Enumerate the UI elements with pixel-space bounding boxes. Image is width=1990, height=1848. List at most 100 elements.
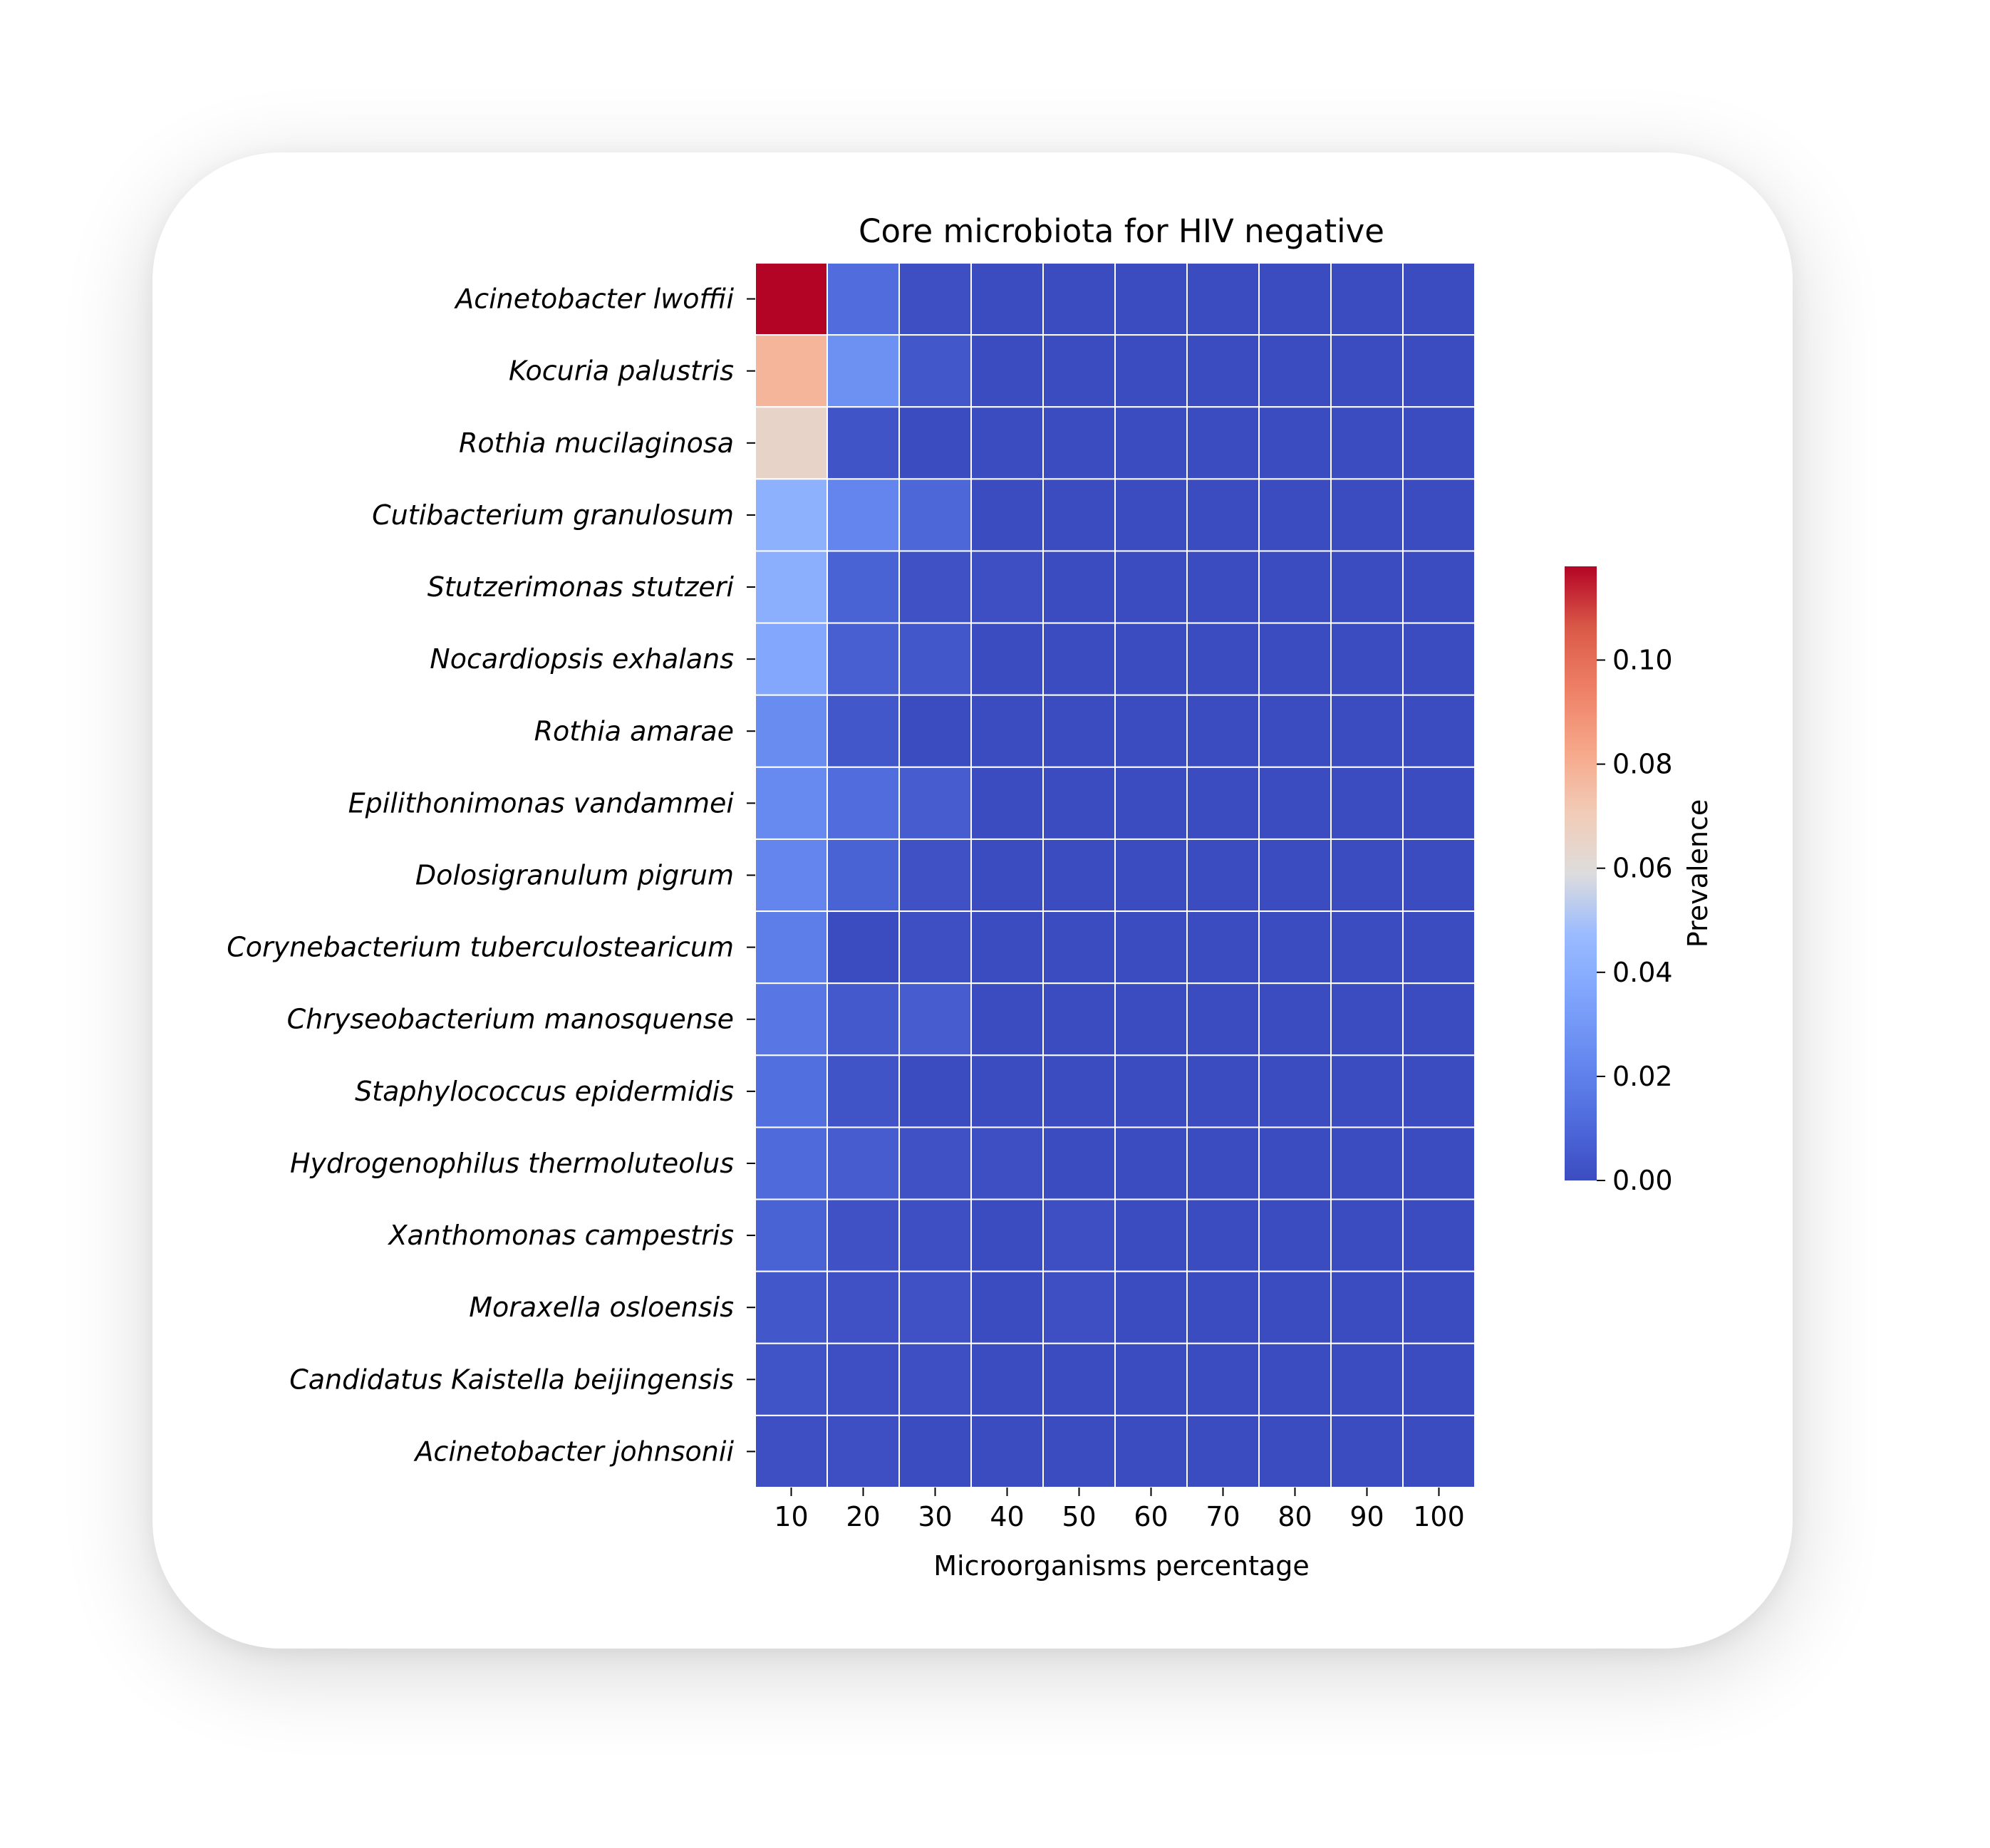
heatmap-cell — [1114, 550, 1188, 624]
x-tick-label: 100 — [1413, 1501, 1465, 1532]
colorbar-label: Prevalence — [1682, 799, 1714, 948]
heatmap-cell — [1042, 1198, 1116, 1272]
heatmap-cell — [1330, 838, 1404, 913]
y-tick-label: Xanthomonas campestris — [387, 1220, 734, 1251]
colorbar-tick-label: 0.04 — [1612, 957, 1673, 988]
heatmap-cell — [1402, 1342, 1476, 1416]
heatmap-cell — [1186, 622, 1260, 696]
heatmap-cell — [826, 1198, 900, 1272]
heatmap-cell — [1258, 406, 1332, 480]
heatmap-cell — [755, 1414, 828, 1488]
x-tick-label: 60 — [1134, 1501, 1168, 1532]
heatmap-cell — [970, 1414, 1044, 1488]
y-tick-label: Moraxella osloensis — [469, 1292, 734, 1323]
heatmap-cell — [1258, 1270, 1332, 1344]
heatmap-cell — [1330, 622, 1404, 696]
heatmap-cell — [1402, 838, 1476, 913]
heatmap-cell — [1114, 478, 1188, 552]
heatmap-cell — [1042, 1054, 1116, 1128]
heatmap-cell — [1330, 550, 1404, 624]
y-tick-label: Dolosigranulum pigrum — [415, 860, 734, 891]
colorbar-tick-label: 0.02 — [1612, 1061, 1673, 1092]
y-tick-label: Hydrogenophilus thermoluteolus — [290, 1148, 734, 1179]
heatmap-cell — [1042, 478, 1116, 552]
heatmap-cell — [1186, 694, 1260, 768]
colorbar-tick-label: 0.00 — [1612, 1165, 1673, 1196]
heatmap-cell — [1042, 622, 1116, 696]
heatmap-cell — [970, 1270, 1044, 1344]
heatmap-cell — [826, 1270, 900, 1344]
colorbar: 0.00 0.02 0.04 0.06 0.08 0.10 Prevalence — [1565, 566, 1714, 1196]
heatmap-cell — [1114, 1270, 1188, 1344]
heatmap-cell — [1186, 1270, 1260, 1344]
heatmap-cells — [755, 262, 1476, 1488]
heatmap-cell — [1258, 1414, 1332, 1488]
heatmap-cell — [1330, 1270, 1404, 1344]
y-tick-label: Rothia amarae — [534, 715, 734, 747]
heatmap-cell — [1258, 1054, 1332, 1128]
heatmap-cell — [970, 910, 1044, 985]
heatmap-cell — [826, 406, 900, 480]
heatmap-cell — [826, 550, 900, 624]
heatmap-cell — [1258, 694, 1332, 768]
y-axis-labels: Acinetobacter lwoffii Kocuria palustris Ro… — [227, 284, 755, 1467]
heatmap-cell — [1114, 766, 1188, 840]
heatmap-cell — [1042, 550, 1116, 624]
heatmap-cell — [1114, 1414, 1188, 1488]
heatmap-cell — [1330, 766, 1404, 840]
heatmap-cell — [1186, 1126, 1260, 1200]
y-tick-label: Stutzerimonas stutzeri — [427, 571, 735, 603]
y-tick-label: Rothia mucilaginosa — [459, 427, 734, 459]
heatmap-cell — [1114, 838, 1188, 913]
heatmap-cell — [898, 334, 972, 408]
x-axis-labels: 10 20 30 40 50 60 70 80 90 100 — [774, 1488, 1465, 1532]
heatmap-cell — [898, 910, 972, 985]
heatmap-cell — [1042, 262, 1116, 336]
heatmap-cell — [1402, 550, 1476, 624]
heatmap-cell — [1114, 982, 1188, 1057]
heatmap-cell — [1186, 1054, 1260, 1128]
heatmap-cell — [970, 838, 1044, 913]
heatmap-cell — [1258, 982, 1332, 1057]
heatmap-cell — [1402, 694, 1476, 768]
heatmap-cell — [826, 982, 900, 1057]
heatmap-cell — [1114, 622, 1188, 696]
heatmap-cell — [1402, 766, 1476, 840]
y-tick-label: Kocuria palustris — [509, 355, 734, 387]
heatmap-cell — [1258, 262, 1332, 336]
heatmap-cell — [1402, 262, 1476, 336]
y-tick-label: Staphylococcus epidermidis — [355, 1076, 734, 1107]
heatmap-cell — [755, 334, 828, 408]
heatmap-cell — [755, 1198, 828, 1272]
x-tick-label: 80 — [1278, 1501, 1312, 1532]
heatmap-cell — [970, 478, 1044, 552]
heatmap-cell — [755, 982, 828, 1057]
heatmap-cell — [755, 262, 828, 336]
heatmap-cell — [1402, 622, 1476, 696]
heatmap-cell — [898, 838, 972, 913]
heatmap-cell — [826, 694, 900, 768]
heatmap-cell — [1258, 478, 1332, 552]
heatmap-cell — [1042, 982, 1116, 1057]
x-axis-title: Microorganisms percentage — [933, 1550, 1310, 1582]
chart-title: Core microbiota for HIV negative — [859, 212, 1384, 250]
heatmap-cell — [970, 406, 1044, 480]
heatmap-cell — [826, 766, 900, 840]
heatmap-cell — [970, 694, 1044, 768]
heatmap-cell — [755, 910, 828, 985]
heatmap-cell — [1330, 1414, 1404, 1488]
heatmap-cell — [898, 478, 972, 552]
heatmap-cell — [826, 1414, 900, 1488]
heatmap-cell — [1330, 406, 1404, 480]
heatmap-cell — [755, 1342, 828, 1416]
heatmap-cell — [1402, 1414, 1476, 1488]
heatmap-cell — [1042, 910, 1116, 985]
heatmap-cell — [1186, 334, 1260, 408]
heatmap-cell — [826, 910, 900, 985]
colorbar-gradient — [1565, 566, 1597, 1180]
heatmap-cell — [1402, 982, 1476, 1057]
heatmap-cell — [1042, 334, 1116, 408]
heatmap-cell — [1330, 1054, 1404, 1128]
heatmap-cell — [1258, 622, 1332, 696]
heatmap-cell — [1042, 1270, 1116, 1344]
